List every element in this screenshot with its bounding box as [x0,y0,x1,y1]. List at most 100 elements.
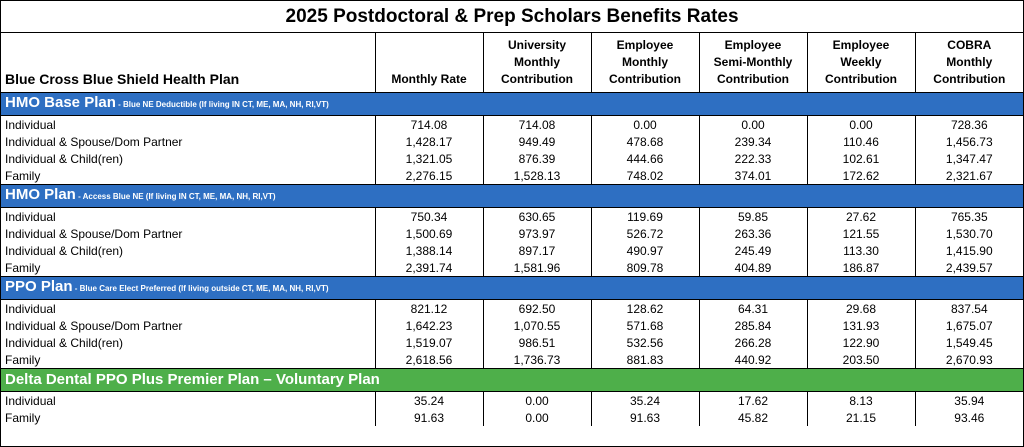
rate-cell: 2,439.57 [915,259,1024,277]
row-label: Individual & Child(ren) [1,334,376,351]
row-label: Family [1,351,376,369]
rate-cell: 239.34 [699,133,808,150]
column-header-line: Monthly Rate [391,72,467,86]
rate-cell: 1,070.55 [483,317,592,334]
rate-cell: 113.30 [807,242,916,259]
rate-cell: 1,549.45 [945,335,993,350]
rate-cell: 122.90 [807,334,916,351]
rate-cell: 1,736.73 [483,351,592,369]
rate-cell: 110.46 [807,133,916,150]
row-label: Individual & Spouse/Dom Partner [1,317,376,334]
rates-table: 2025 Postdoctoral & Prep Scholars Benefi… [1,1,1024,426]
rate-cell: 0.00 [807,115,916,133]
rate-cell: 222.33 [699,150,808,167]
column-header-line: Contribution [825,72,897,86]
row-label: Family [1,259,376,277]
table-row: Individual & Spouse/Dom Partner 1,642.23 1… [1,317,1023,334]
rate-cell: 35.24 [591,391,700,409]
rate-cell: 1,528.13 [483,167,592,185]
column-header-line: Contribution [609,72,681,86]
rate-cell: 478.68 [591,133,700,150]
rate-cell: 102.61 [807,150,916,167]
rate-cell: 263.36 [699,225,808,242]
rate-cell: 986.51 [483,334,592,351]
column-header-line: University [507,38,567,52]
rate-cell: 0.00 [483,409,592,426]
column-header-line: Contribution [933,72,1006,86]
row-label: Individual & Spouse/Dom Partner [1,133,376,150]
rate-cell: 121.55 [807,225,916,242]
column-header-line: Weekly [840,55,882,69]
rate-cell: 59.85 [699,207,808,225]
column-header: University Monthly Contribution [483,32,592,93]
table-row: Family 91.63 0.00 91.63 45.82 21.15 93.46 [1,409,1023,426]
column-header: COBRA Monthly Contribution [915,32,1024,93]
rate-cell: 128.62 [591,299,700,317]
table-row: Individual & Child(ren) 1,519.07 986.51 532… [1,334,1023,351]
rate-cell: 837.54 [950,301,988,316]
rate-cell: 266.28 [699,334,808,351]
rate-cell: 35.94 [954,393,985,408]
rate-cell: 35.24 [375,391,484,409]
rate-cell: 245.49 [699,242,808,259]
rate-cell: 1,456.73 [945,134,993,149]
rate-cell: 0.00 [483,391,592,409]
rate-cell: 809.78 [591,259,700,277]
rate-cell: 714.08 [375,115,484,133]
section-note: - Access Blue NE (If living IN CT, ME, M… [75,192,276,201]
column-header-line: Employee [616,38,674,52]
rate-cell: 444.66 [591,150,700,167]
rate-cell: 765.35 [950,209,988,224]
section-header-cell: HMO Plan - Access Blue NE (If living IN … [1,184,1024,208]
table-row: Individual 35.24 0.00 35.24 17.62 8.13 35.94 [1,391,1023,409]
rate-cell: 172.62 [807,167,916,185]
rate-cell: 2,276.15 [375,167,484,185]
column-header-line [376,37,483,54]
rate-cell: 1,347.47 [945,151,993,166]
rate-cell: 2,670.93 [915,351,1024,369]
rate-cell: 2,321.67 [915,167,1024,185]
rate-cell: 571.68 [591,317,700,334]
table-row: Family 2,276.15 1,528.13 748.02 374.01 172.62… [1,167,1024,185]
row-label: Family [1,409,376,426]
rate-cell: 949.49 [483,133,592,150]
rate-cell: 692.50 [483,299,592,317]
rate-cell: 2,391.74 [375,259,484,277]
section-note: - Blue NE Deductible (If living IN CT, M… [115,100,329,109]
rate-cell: 1,388.14 [375,242,484,259]
section-header-cell: Delta Dental PPO Plus Premier Plan – Vol… [1,368,1024,392]
table-row: Individual 750.34 630.65 119.69 59.85 27.62 76… [1,207,1023,225]
rate-cell: 526.72 [591,225,700,242]
rate-cell: 750.34 [375,207,484,225]
rate-cell: 8.13 [807,391,916,409]
section-header: HMO Base Plan - Blue NE Deductible (If l… [1,92,1024,116]
column-header-line: Monthly [946,55,993,69]
table-row: Family 2,618.56 1,736.73 881.83 440.92 203.50… [1,351,1024,369]
rate-cell: 821.12 [375,299,484,317]
table-row: Family 2,391.74 1,581.96 809.78 404.89 186.87… [1,259,1024,277]
row-label: Individual [1,391,376,409]
table-row: Individual 821.12 692.50 128.62 64.31 29.68 83… [1,299,1023,317]
rate-cell: 881.83 [591,351,700,369]
rate-cell: 203.50 [807,351,916,369]
rate-cell: 285.84 [699,317,808,334]
rate-cell: 1,500.69 [375,225,484,242]
rate-cell: 1,581.96 [483,259,592,277]
row-label: Family [1,167,376,185]
column-header: Monthly Rate [375,32,484,93]
section-header: Delta Dental PPO Plus Premier Plan – Vol… [1,368,1024,392]
rate-cell: 119.69 [591,207,700,225]
table-row: Individual & Child(ren) 1,321.05 876.39 444… [1,150,1023,167]
rate-cell: 1,530.70 [945,226,993,241]
column-header-line: Employee [832,38,890,52]
column-header-line: Contribution [717,72,789,86]
rate-cell: 0.00 [699,115,808,133]
rate-cell: 93.46 [954,410,985,425]
rate-cell: 876.39 [483,150,592,167]
rate-cell: 131.93 [807,317,916,334]
plan-column-header: Blue Cross Blue Shield Health Plan [1,32,376,93]
rate-cell: 64.31 [699,299,808,317]
row-label: Individual [1,207,376,225]
column-header-line: Monthly [622,55,668,69]
